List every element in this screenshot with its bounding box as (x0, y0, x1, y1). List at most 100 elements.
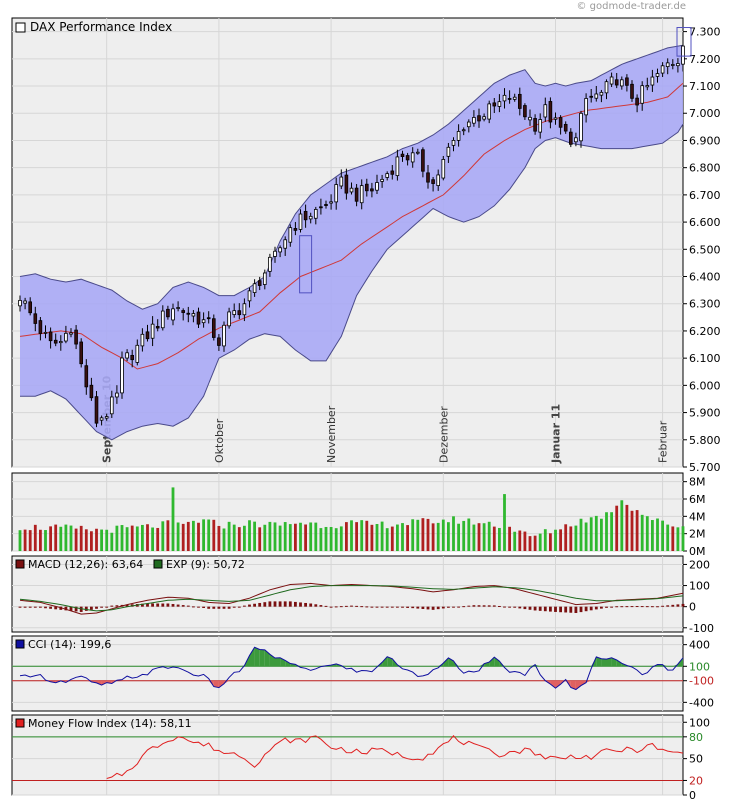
macd-histogram-bar (64, 606, 68, 611)
macd-histogram-bar (110, 605, 114, 607)
volume-bar (426, 518, 430, 551)
bollinger-band (20, 45, 683, 440)
volume-bar (462, 520, 466, 551)
candle-body (329, 201, 333, 204)
volume-bar (436, 522, 440, 551)
candle-body (33, 313, 38, 324)
y-tick-label: 6.700 (689, 189, 721, 202)
candle-body (482, 116, 486, 120)
candle-body (288, 227, 293, 243)
volume-bar (146, 524, 149, 551)
candle-body (23, 300, 27, 304)
candle-body (354, 187, 359, 202)
cci-overbought-fill (448, 657, 454, 667)
candle-body (211, 318, 216, 338)
volume-bar (681, 526, 685, 551)
macd-histogram-bar (171, 604, 175, 607)
y-tick-label: 7.300 (689, 26, 721, 39)
volume-bar (467, 518, 471, 551)
candle-body (665, 62, 670, 68)
candle-body (262, 272, 267, 285)
volume-bar (38, 529, 42, 551)
macd-histogram-bar (380, 606, 384, 608)
y-tick-label: 100 (689, 580, 710, 593)
candle-body (385, 173, 390, 178)
volume-bar (508, 526, 512, 551)
volume-bar (401, 523, 404, 551)
candle-body (451, 140, 456, 146)
y-tick-label: -100 (689, 622, 714, 635)
volume-bar (273, 522, 277, 551)
candle-body (293, 228, 298, 231)
candle-body (497, 101, 502, 107)
cci-overbought-fill (535, 664, 541, 667)
candle-body (344, 174, 349, 194)
macd-histogram-bar (625, 606, 629, 608)
volume-bar (650, 520, 654, 551)
macd-signal-line (19, 585, 684, 612)
candle-body (538, 119, 543, 133)
candle-body (400, 153, 405, 158)
macd-histogram-bar (411, 606, 415, 609)
x-axis-label: Januar 11 (550, 404, 563, 464)
volume-bar (125, 527, 129, 551)
macd-histogram-bar (548, 606, 552, 612)
candle-body (650, 76, 655, 86)
macd-histogram-bar (293, 601, 297, 607)
cci-overbought-fill (443, 657, 449, 667)
volume-bar (411, 519, 415, 551)
macd-histogram-bar (650, 606, 654, 608)
volume-bar (518, 530, 522, 551)
volume-bar (344, 522, 348, 551)
macd-histogram-bar (202, 606, 206, 608)
volume-bar (477, 523, 481, 551)
signal-legend-swatch (153, 559, 163, 569)
volume-bar (44, 530, 47, 551)
mfi-line (106, 735, 684, 779)
candle-body (477, 115, 481, 122)
volume-bar (365, 520, 369, 551)
volume-bar (339, 526, 343, 551)
volume-bar (640, 514, 644, 551)
macd-histogram-bar (242, 605, 246, 607)
macd-histogram-bar (503, 606, 506, 608)
volume-bar (390, 526, 394, 551)
macd-histogram-bar (584, 606, 588, 612)
volume-bar (268, 521, 272, 551)
volume-bar (421, 518, 425, 551)
volume-bar (202, 519, 206, 551)
macd-legend-swatch (15, 559, 25, 569)
cci-overbought-fill (387, 656, 393, 667)
macd-histogram-bar (569, 606, 573, 613)
y-tick-label: 4M (689, 510, 706, 523)
macd-histogram-bar (23, 606, 27, 608)
volume-bar (242, 525, 246, 551)
y-tick-label: 6M (689, 493, 706, 506)
candle-body (349, 187, 354, 193)
candle-body (232, 310, 237, 315)
macd-histogram-bar (232, 606, 236, 608)
volume-bar (548, 533, 552, 551)
volume-bar (380, 521, 384, 551)
macd-histogram-bar (656, 606, 659, 608)
macd-histogram-bar (329, 606, 333, 608)
volume-bar (605, 512, 608, 551)
volume-bar (222, 528, 226, 551)
candle-body (324, 204, 328, 206)
volume-bar (207, 519, 211, 551)
x-axis-label: November (325, 405, 338, 463)
volume-bar (304, 524, 308, 551)
macd-histogram-bar (95, 606, 98, 609)
cci-overbought-fill (453, 660, 459, 667)
volume-bar (115, 525, 119, 551)
cci-oversold-fill (218, 680, 224, 688)
macd-histogram-bar (268, 601, 272, 607)
cci-overbought-fill (249, 647, 255, 667)
candle-body (472, 117, 476, 124)
volume-bar (110, 532, 114, 551)
cci-overbought-fill (596, 656, 602, 667)
macd-histogram-bar (533, 606, 537, 611)
volume-bar (232, 524, 236, 551)
candle-body (487, 103, 492, 120)
volume-bar (258, 527, 262, 551)
